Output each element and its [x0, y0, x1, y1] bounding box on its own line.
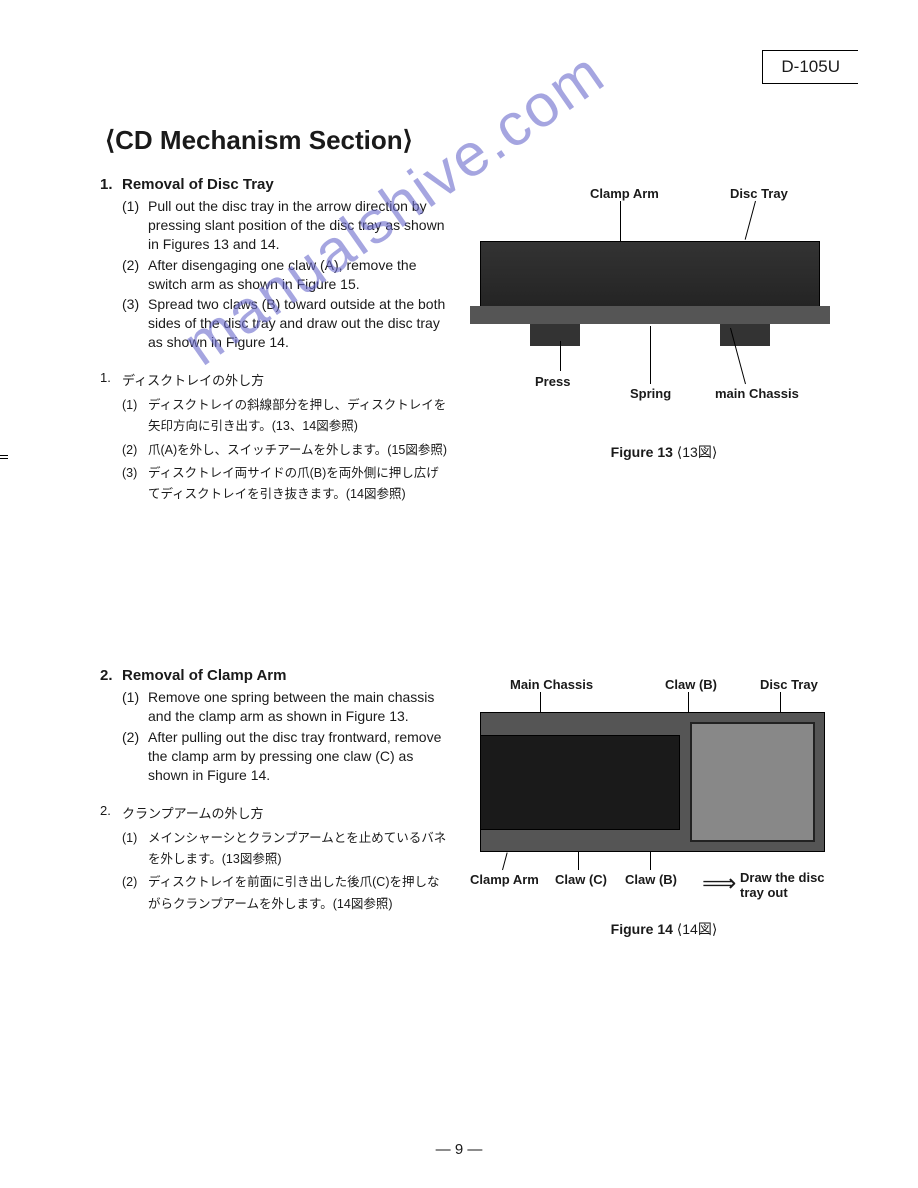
step-text: Pull out the disc tray in the arrow dire… — [148, 197, 450, 254]
figure-13-container: Clamp Arm Disc Tray Press Spring main Ch… — [470, 176, 858, 507]
step-num: (1) — [122, 688, 148, 726]
spacer — [60, 507, 858, 667]
step-num: (1) — [122, 197, 148, 254]
margin-tick — [0, 455, 8, 456]
section-2-row: 2. Removal of Clamp Arm (1) Remove one s… — [60, 667, 858, 939]
jp-step-num: (2) — [122, 440, 148, 461]
section-1-heading: 1. Removal of Disc Tray — [100, 176, 450, 193]
section-2-title: Removal of Clamp Arm — [122, 667, 286, 684]
section-1-steps: (1) Pull out the disc tray in the arrow … — [122, 197, 450, 352]
jp-step-text: 爪(A)を外し、スイッチアームを外します。(15図参照) — [148, 440, 447, 461]
jp-step-item: (2) 爪(A)を外し、スイッチアームを外します。(15図参照) — [122, 440, 450, 461]
section-2-num: 2. — [100, 667, 122, 684]
step-item: (3) Spread two claws (B) toward outside … — [122, 295, 450, 352]
jp-step-num: (2) — [122, 872, 148, 915]
page-title: ⟨CD Mechanism Section⟩ — [105, 125, 858, 156]
jp-title: ディスクトレイの外し方 — [122, 370, 264, 389]
section-1-jp-steps: (1) ディスクトレイの斜線部分を押し、ディスクトレイを矢印方向に引き出す。(1… — [122, 395, 450, 505]
model-number: D-105U — [781, 57, 840, 76]
fig14-label-disc-tray: Disc Tray — [760, 677, 818, 692]
jp-title: クランプアームの外し方 — [122, 803, 263, 822]
fig13-label-press: Press — [535, 374, 570, 389]
section-1-row: 1. Removal of Disc Tray (1) Pull out the… — [60, 176, 858, 507]
fig13-caption-bold: Figure 13 — [611, 444, 673, 460]
arrow-icon: ⟹ — [702, 869, 736, 898]
model-number-box: D-105U — [762, 50, 858, 84]
fig14-label-claw-b-bot: Claw (B) — [625, 872, 677, 887]
fig14-label-draw-out: Draw the disc tray out — [740, 870, 840, 900]
jp-step-text: メインシャーシとクランプアームとを止めているバネを外します。(13図参照) — [148, 828, 450, 871]
figure-14: Main Chassis Claw (B) Disc Tray Clamp Ar… — [470, 677, 858, 907]
section-1-num: 1. — [100, 176, 122, 193]
section-1-text: 1. Removal of Disc Tray (1) Pull out the… — [60, 176, 450, 507]
fig13-caption-rest: ⟨13図⟩ — [673, 444, 717, 460]
leader-line — [650, 852, 651, 870]
jp-step-text: ディスクトレイを前面に引き出した後爪(C)を押しながらクランプアームを外します。… — [148, 872, 450, 915]
fig14-clamp-image — [480, 735, 680, 830]
leader-line — [578, 852, 579, 870]
section-2-jp-steps: (1) メインシャーシとクランプアームとを止めているバネを外します。(13図参照… — [122, 828, 450, 915]
figure-13-caption: Figure 13 ⟨13図⟩ — [470, 442, 858, 462]
step-text: Spread two claws (B) toward outside at t… — [148, 295, 450, 352]
leader-line — [688, 692, 689, 712]
step-num: (3) — [122, 295, 148, 352]
fig14-label-main-chassis: Main Chassis — [510, 677, 593, 692]
figure-14-container: Main Chassis Claw (B) Disc Tray Clamp Ar… — [470, 667, 858, 939]
step-text: After pulling out the disc tray frontwar… — [148, 728, 450, 785]
leader-line — [502, 853, 508, 871]
jp-num: 2. — [100, 803, 122, 822]
jp-step-item: (2) ディスクトレイを前面に引き出した後爪(C)を押しながらクランプアームを外… — [122, 872, 450, 915]
step-text: After disengaging one claw (A), remove t… — [148, 256, 450, 294]
section-2-heading: 2. Removal of Clamp Arm — [100, 667, 450, 684]
fig14-caption-rest: ⟨14図⟩ — [673, 921, 717, 937]
fig13-foot — [530, 324, 580, 346]
section-1-title: Removal of Disc Tray — [122, 176, 274, 193]
fig13-label-spring: Spring — [630, 386, 671, 401]
fig13-mechanism-image — [480, 241, 820, 316]
jp-step-item: (1) メインシャーシとクランプアームとを止めているバネを外します。(13図参照… — [122, 828, 450, 871]
fig14-disc-area — [690, 722, 815, 842]
jp-step-item: (3) ディスクトレイ両サイドの爪(B)を両外側に押し広げてディスクトレイを引き… — [122, 463, 450, 506]
fig14-caption-bold: Figure 14 — [611, 921, 673, 937]
step-text: Remove one spring between the main chass… — [148, 688, 450, 726]
jp-step-text: ディスクトレイ両サイドの爪(B)を両外側に押し広げてディスクトレイを引き抜きます… — [148, 463, 450, 506]
section-2-text: 2. Removal of Clamp Arm (1) Remove one s… — [60, 667, 450, 939]
page-number: — 9 — — [0, 1141, 918, 1158]
leader-line — [620, 201, 621, 241]
step-item: (2) After pulling out the disc tray fron… — [122, 728, 450, 785]
jp-step-text: ディスクトレイの斜線部分を押し、ディスクトレイを矢印方向に引き出す。(13、14… — [148, 395, 450, 438]
leader-line — [780, 692, 781, 712]
leader-line — [560, 341, 561, 371]
step-item: (1) Remove one spring between the main c… — [122, 688, 450, 726]
margin-tick — [0, 458, 8, 459]
fig13-label-disc-tray: Disc Tray — [730, 186, 788, 201]
fig14-label-claw-b-top: Claw (B) — [665, 677, 717, 692]
figure-14-caption: Figure 14 ⟨14図⟩ — [470, 919, 858, 939]
step-num: (2) — [122, 256, 148, 294]
leader-line — [650, 326, 651, 384]
section-2-steps: (1) Remove one spring between the main c… — [122, 688, 450, 784]
fig14-label-clamp-arm: Clamp Arm — [470, 872, 539, 887]
fig13-label-clamp-arm: Clamp Arm — [590, 186, 659, 201]
step-num: (2) — [122, 728, 148, 785]
section-2-jp-heading: 2. クランプアームの外し方 — [100, 803, 450, 822]
fig13-foot — [720, 324, 770, 346]
fig13-base — [470, 306, 830, 324]
fig14-label-claw-c: Claw (C) — [555, 872, 607, 887]
jp-num: 1. — [100, 370, 122, 389]
jp-step-num: (3) — [122, 463, 148, 506]
section-1-jp-heading: 1. ディスクトレイの外し方 — [100, 370, 450, 389]
step-item: (1) Pull out the disc tray in the arrow … — [122, 197, 450, 254]
leader-line — [540, 692, 541, 712]
jp-step-num: (1) — [122, 395, 148, 438]
jp-step-item: (1) ディスクトレイの斜線部分を押し、ディスクトレイを矢印方向に引き出す。(1… — [122, 395, 450, 438]
figure-13: Clamp Arm Disc Tray Press Spring main Ch… — [470, 186, 858, 436]
step-item: (2) After disengaging one claw (A), remo… — [122, 256, 450, 294]
leader-line — [745, 201, 756, 240]
jp-step-num: (1) — [122, 828, 148, 871]
fig13-label-main-chassis: main Chassis — [715, 386, 799, 401]
